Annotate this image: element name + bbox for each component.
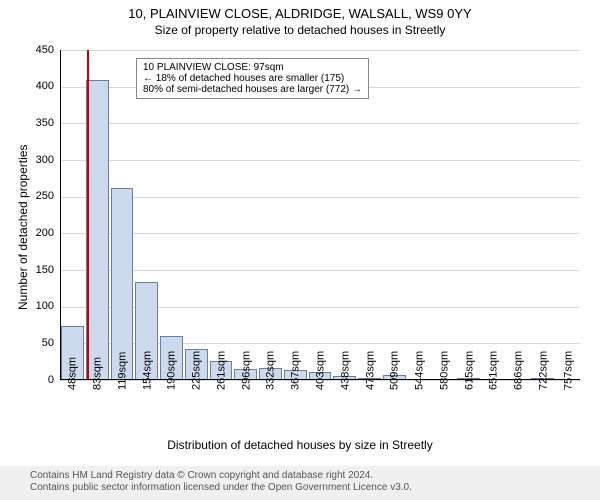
y-axis-line (60, 50, 61, 380)
x-tick-label: 722sqm (537, 351, 549, 390)
annotation-line: 10 PLAINVIEW CLOSE: 97sqm (143, 62, 362, 73)
histogram-bar (86, 80, 109, 380)
x-tick-label: 438sqm (339, 351, 351, 390)
gridline (60, 160, 580, 161)
copyright-line-2: Contains public sector information licen… (30, 482, 592, 494)
x-tick-label: 83sqm (92, 357, 104, 390)
gridline (60, 197, 580, 198)
annotation-line: ← 18% of detached houses are smaller (17… (143, 73, 362, 84)
gridline (60, 50, 580, 51)
x-tick-label: 615sqm (463, 351, 475, 390)
y-tick-label: 0 (0, 374, 54, 386)
x-tick-label: 225sqm (191, 351, 203, 390)
y-tick-label: 200 (0, 227, 54, 239)
x-tick-label: 261sqm (215, 351, 227, 390)
y-tick-label: 250 (0, 190, 54, 202)
x-tick-label: 473sqm (364, 351, 376, 390)
annotation-line: 80% of semi-detached houses are larger (… (143, 84, 362, 95)
y-tick-label: 300 (0, 154, 54, 166)
y-tick-label: 50 (0, 337, 54, 349)
copyright-line-1: Contains HM Land Registry data © Crown c… (30, 470, 592, 482)
copyright-strip: Contains HM Land Registry data © Crown c… (0, 466, 600, 500)
x-tick-label: 651sqm (488, 351, 500, 390)
y-tick-label: 400 (0, 80, 54, 92)
chart-container: 10, PLAINVIEW CLOSE, ALDRIDGE, WALSALL, … (0, 0, 600, 500)
chart-subtitle: Size of property relative to detached ho… (0, 23, 600, 37)
x-tick-label: 154sqm (141, 351, 153, 390)
x-tick-label: 48sqm (67, 357, 79, 390)
plot-area: 10 PLAINVIEW CLOSE: 97sqm← 18% of detach… (60, 50, 580, 380)
x-tick-label: 403sqm (315, 351, 327, 390)
x-tick-label: 509sqm (389, 351, 401, 390)
x-tick-label: 296sqm (240, 351, 252, 390)
gridline (60, 270, 580, 271)
property-marker-line (87, 50, 89, 380)
x-tick-label: 190sqm (166, 351, 178, 390)
x-tick-label: 119sqm (116, 352, 128, 390)
x-tick-label: 757sqm (562, 351, 574, 390)
x-tick-label: 544sqm (414, 351, 426, 390)
y-tick-label: 450 (0, 44, 54, 56)
y-tick-label: 150 (0, 264, 54, 276)
gridline (60, 123, 580, 124)
chart-title: 10, PLAINVIEW CLOSE, ALDRIDGE, WALSALL, … (0, 6, 600, 21)
gridline (60, 233, 580, 234)
y-tick-label: 100 (0, 300, 54, 312)
x-tick-label: 686sqm (513, 351, 525, 390)
x-tick-label: 367sqm (290, 351, 302, 390)
x-tick-label: 332sqm (265, 351, 277, 390)
x-axis-label: Distribution of detached houses by size … (0, 438, 600, 452)
x-tick-label: 580sqm (438, 351, 450, 390)
annotation-box: 10 PLAINVIEW CLOSE: 97sqm← 18% of detach… (136, 58, 369, 99)
y-tick-label: 350 (0, 117, 54, 129)
